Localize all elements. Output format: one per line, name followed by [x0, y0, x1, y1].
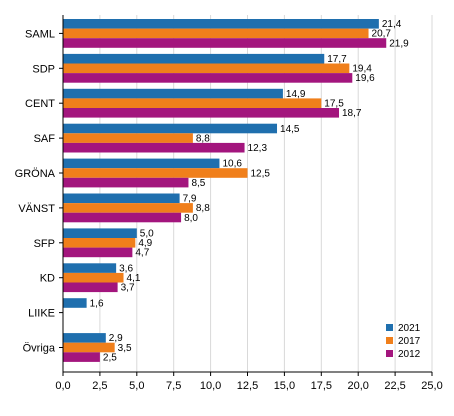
category-label: SAF [34, 133, 56, 145]
bar-2012 [63, 352, 100, 362]
bar-2021 [63, 263, 117, 273]
data-label: 14,5 [280, 124, 300, 135]
bar-2012 [63, 38, 387, 48]
bar-2017 [63, 133, 193, 143]
x-tick-label: 0,0 [55, 380, 70, 392]
bar-2017 [63, 203, 193, 213]
data-label: 8,0 [184, 213, 198, 224]
data-label: 1,6 [90, 298, 104, 309]
legend-label: 2021 [398, 323, 421, 334]
legend-swatch-2012 [386, 350, 393, 357]
legend-swatch-2021 [386, 324, 393, 331]
bar-2012 [63, 282, 118, 293]
bar-2012 [63, 247, 133, 258]
category-axis: SAML SDP CENT SAF GRÖNA VÄNST SFP KD LIIKE Övriga [15, 28, 63, 355]
data-label: 20,7 [372, 29, 392, 40]
category-label: KD [40, 273, 55, 285]
bars: 21,420,721,9 17,7 19,419,6 14,9 17,518,7 14,5… [63, 19, 409, 363]
bar-2021 [63, 193, 180, 204]
x-tick-label: 5,0 [129, 380, 144, 392]
category-label: VÄNST [18, 203, 55, 215]
category-label: GRÖNA [15, 168, 56, 180]
bar-2021 [63, 158, 220, 169]
data-label: 7,9 [183, 194, 197, 205]
legend-label: 2012 [398, 349, 421, 360]
bar-2017 [63, 238, 136, 248]
data-label: 4,9 [138, 238, 152, 249]
x-tick-label: 2,5 [92, 380, 107, 392]
data-label: 8,5 [191, 178, 205, 189]
bar-2017 [63, 98, 322, 108]
data-label: 17,5 [324, 99, 344, 110]
bar-2012 [63, 142, 245, 153]
data-label: 3,6 [119, 263, 133, 274]
category-label: SDP [32, 63, 55, 75]
data-label: 8,8 [196, 133, 210, 144]
x-tick-label: 25,0 [421, 380, 442, 392]
bar-2021 [63, 228, 137, 238]
bar-2021 [63, 19, 379, 29]
bar-2021 [63, 88, 283, 99]
legend-swatch-2017 [386, 337, 393, 344]
bar-2017 [63, 272, 124, 283]
x-tick-label: 22,5 [384, 380, 405, 392]
x-axis: 0,0 2,5 5,0 7,5 10,0 12,5 15,0 17,5 20,0 22,5 25,0 [55, 15, 443, 392]
data-label: 4,1 [127, 273, 141, 284]
data-label: 10,6 [222, 159, 242, 170]
data-label: 2,5 [103, 352, 117, 363]
data-label: 3,7 [121, 283, 135, 294]
category-label: Övriga [23, 343, 56, 355]
data-label: 5,0 [140, 229, 154, 240]
x-tick-label: 7,5 [166, 380, 181, 392]
data-label: 19,4 [352, 64, 372, 75]
data-label: 18,7 [342, 108, 362, 119]
data-label: 17,7 [327, 54, 347, 65]
bar-2012 [63, 73, 353, 83]
bar-2017 [63, 63, 350, 74]
data-label: 8,8 [196, 203, 210, 214]
data-label: 19,6 [355, 73, 375, 84]
legend: 2021 2017 2012 [386, 323, 421, 360]
bar-2017 [63, 28, 369, 39]
category-label: SFP [34, 238, 55, 250]
x-tick-label: 15,0 [274, 380, 295, 392]
x-tick-label: 10,0 [200, 380, 221, 392]
bar-2021 [63, 298, 87, 308]
bar-2021 [63, 53, 325, 64]
bar-2012 [63, 212, 182, 223]
data-label: 4,7 [135, 248, 149, 259]
category-label: SAML [25, 28, 55, 40]
bar-2021 [63, 123, 278, 134]
bar-2017 [63, 168, 248, 178]
category-label: CENT [25, 98, 55, 110]
data-label: 12,5 [251, 168, 271, 179]
bar-2012 [63, 108, 340, 118]
data-label: 3,5 [118, 343, 132, 354]
data-label: 21,9 [389, 38, 409, 49]
bar-2021 [63, 333, 106, 343]
legend-label: 2017 [398, 336, 421, 347]
data-label: 14,9 [286, 89, 306, 100]
bar-2017 [63, 342, 115, 353]
data-label: 21,4 [382, 19, 402, 30]
bar-2012 [63, 177, 189, 188]
x-tick-label: 12,5 [237, 380, 258, 392]
x-tick-label: 20,0 [347, 380, 368, 392]
category-label: LIIKE [28, 308, 55, 320]
data-label: 12,3 [248, 143, 268, 154]
data-label: 2,9 [109, 333, 123, 344]
x-tick-label: 17,5 [311, 380, 332, 392]
